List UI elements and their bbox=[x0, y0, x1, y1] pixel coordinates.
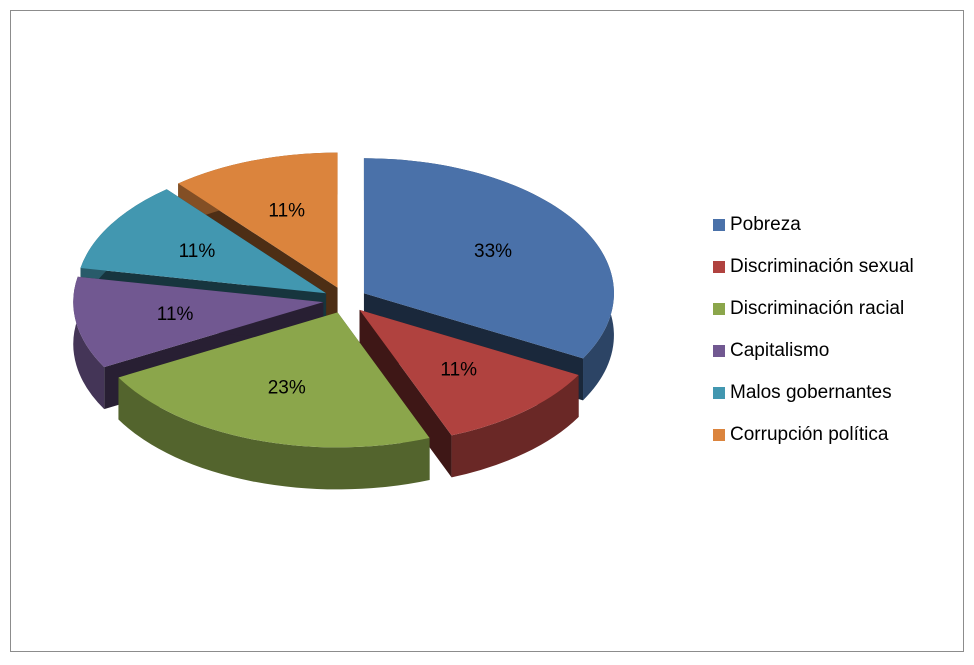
data-label: 11% bbox=[157, 304, 194, 325]
data-label: 23% bbox=[268, 378, 306, 399]
legend-label: Pobreza bbox=[730, 214, 801, 235]
slice-top bbox=[118, 312, 430, 448]
slice-wall bbox=[451, 374, 579, 478]
legend-swatch bbox=[713, 261, 725, 273]
legend-swatch bbox=[713, 387, 725, 399]
data-label: 11% bbox=[268, 200, 305, 221]
slice-wall bbox=[73, 276, 105, 410]
slice-top bbox=[73, 276, 324, 368]
legend-label: Corrupción política bbox=[730, 424, 889, 445]
legend-swatch bbox=[713, 303, 725, 315]
slice bbox=[359, 309, 579, 478]
slice-wall bbox=[118, 377, 430, 490]
slice-top bbox=[363, 158, 614, 359]
legend-label: Malos gobernantes bbox=[730, 382, 892, 403]
data-label: 11% bbox=[440, 360, 477, 381]
legend-swatch bbox=[713, 429, 725, 441]
data-label: 33% bbox=[474, 241, 512, 262]
slice-side bbox=[359, 309, 452, 478]
legend-swatch bbox=[713, 345, 725, 357]
slice-top bbox=[178, 152, 338, 288]
data-label: 11% bbox=[179, 241, 216, 262]
slice-top bbox=[359, 309, 579, 436]
slice bbox=[118, 312, 430, 490]
legend-label: Discriminación sexual bbox=[730, 256, 914, 277]
legend-label: Discriminación racial bbox=[730, 298, 904, 319]
legend-label: Capitalismo bbox=[730, 340, 829, 361]
legend-swatch bbox=[713, 219, 725, 231]
slice-top bbox=[80, 189, 327, 294]
